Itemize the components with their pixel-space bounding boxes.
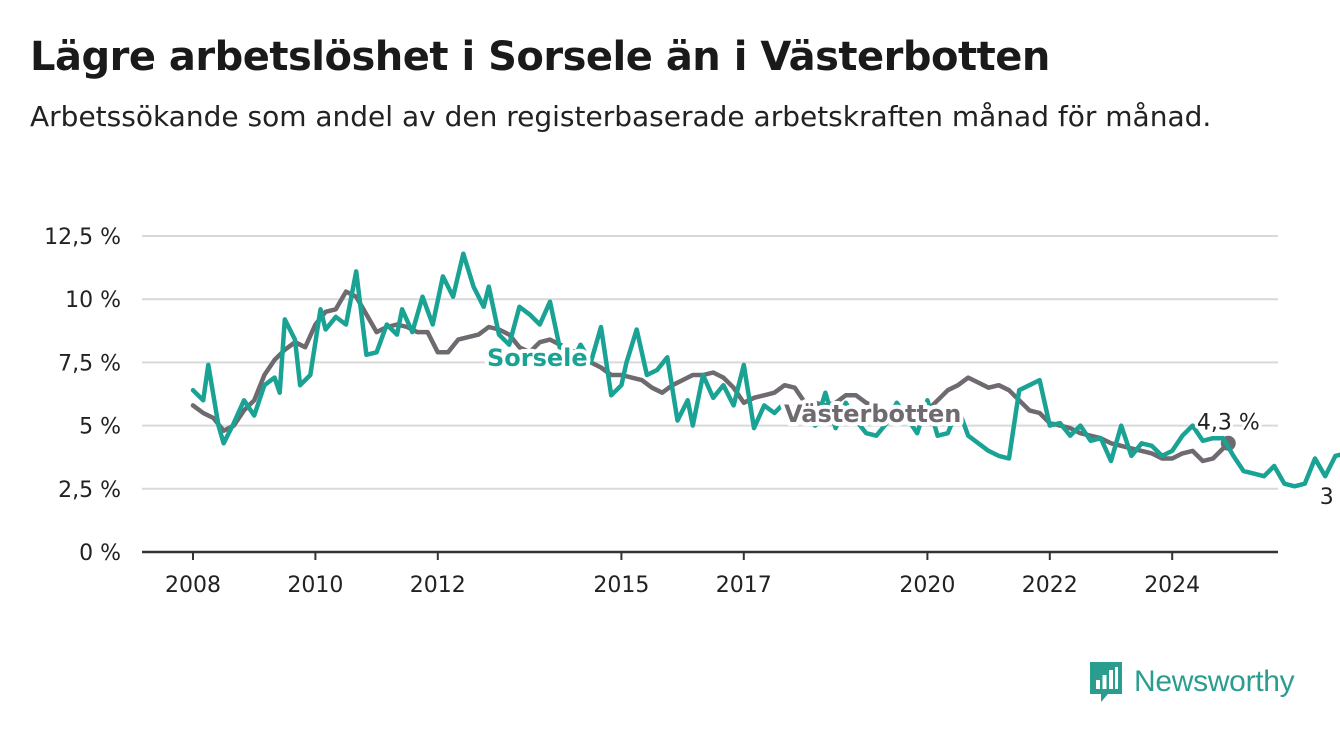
- bar-chart-badge-icon: [1090, 662, 1122, 702]
- x-tick-label: 2010: [287, 573, 343, 598]
- newsworthy-logo: Newsworthy: [1088, 660, 1295, 704]
- series-end-label: 4,3 %: [1197, 410, 1260, 435]
- series-label: Sorsele: [487, 344, 588, 372]
- brand-name: Newsworthy: [1134, 665, 1295, 698]
- x-tick-label: 2015: [593, 573, 649, 598]
- y-tick-label: 12,5 %: [44, 225, 121, 250]
- series-line-sorsele: [190, 251, 1340, 489]
- x-tick-label: 2024: [1144, 573, 1200, 598]
- y-tick-label: 10 %: [65, 288, 121, 313]
- series-label: Västerbotten: [784, 400, 961, 428]
- series-labels: Västerbotten 4,3 % Sorsele 3 %: [483, 340, 1340, 513]
- x-tick-label: 2022: [1022, 573, 1078, 598]
- y-tick-label: 7,5 %: [58, 351, 121, 376]
- series-lines: [190, 251, 1340, 489]
- series-end-label: 3 %: [1320, 485, 1340, 510]
- y-tick-label: 5 %: [79, 415, 121, 440]
- grid-lines: [142, 235, 1278, 490]
- page-title: Lägre arbetslöshet i Sorsele än i Väster…: [30, 34, 1050, 80]
- x-tick-label: 2017: [716, 573, 772, 598]
- x-tick-label: 2020: [899, 573, 955, 598]
- x-tick-label: 2008: [165, 573, 221, 598]
- x-axis: 2008 2010 2012 2015 2017 2020 2022 2024: [142, 550, 1278, 598]
- y-tick-label: 0 %: [79, 541, 121, 566]
- page-subtitle: Arbetssökande som andel av den registerb…: [30, 100, 1212, 133]
- x-tick-label: 2012: [410, 573, 466, 598]
- y-tick-label: 2,5 %: [58, 478, 121, 503]
- y-axis-labels: 0 % 2,5 % 5 % 7,5 % 10 % 12,5 %: [44, 225, 121, 566]
